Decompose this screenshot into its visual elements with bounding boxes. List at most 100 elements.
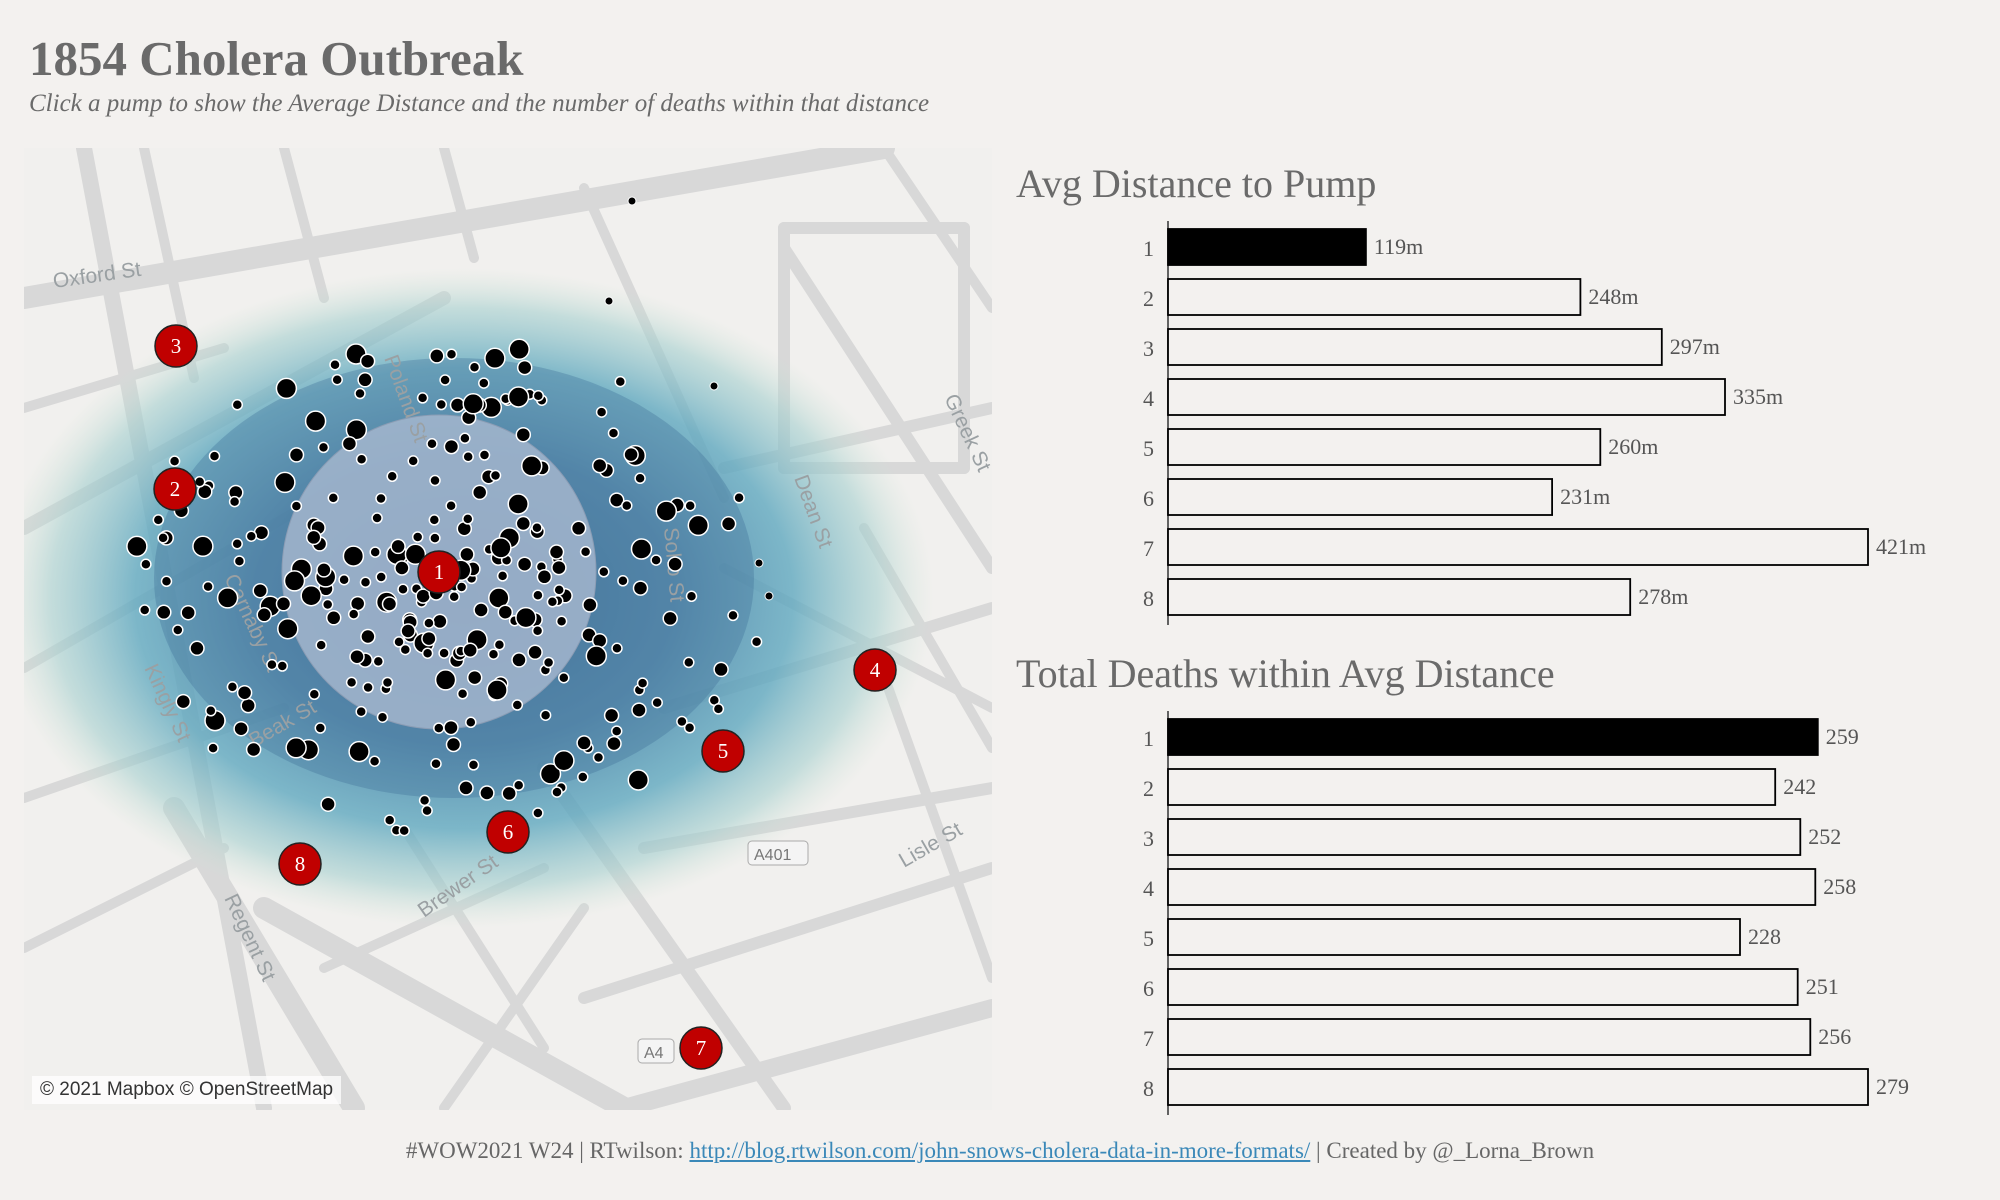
bar-value-label: 279: [1876, 1074, 1909, 1099]
death-marker: [355, 705, 367, 718]
death-marker: [473, 602, 489, 618]
death-marker: [276, 660, 289, 672]
death-marker: [576, 735, 592, 751]
death-marker: [555, 615, 568, 628]
death-marker: [455, 581, 468, 593]
pump-label: 6: [503, 820, 514, 844]
category-label: 1: [1143, 726, 1154, 751]
death-marker: [423, 617, 435, 629]
pump-marker-5[interactable]: 5: [701, 729, 745, 773]
death-marker: [345, 418, 368, 441]
bar-pump-8[interactable]: [1167, 578, 1632, 616]
bar-pump-2[interactable]: [1167, 278, 1582, 316]
death-marker: [733, 492, 745, 504]
bar-pump-6[interactable]: [1167, 968, 1799, 1006]
death-marker: [632, 580, 649, 596]
pump-label: 2: [170, 477, 181, 501]
bar-pump-4[interactable]: [1167, 378, 1726, 416]
category-label: 3: [1143, 336, 1154, 361]
bar-pump-3[interactable]: [1167, 328, 1663, 366]
death-marker: [321, 598, 334, 611]
death-marker: [342, 545, 365, 567]
pump-marker-6[interactable]: 6: [486, 810, 530, 854]
cholera-map[interactable]: Oxford St Poland St Greek St Dean St Soho St…: [24, 148, 992, 1110]
death-marker: [381, 676, 394, 689]
bar-pump-1[interactable]: [1167, 228, 1367, 266]
bar-pump-7[interactable]: [1167, 1018, 1812, 1056]
death-marker: [399, 643, 412, 656]
death-marker: [348, 740, 370, 763]
death-marker: [368, 755, 381, 767]
death-marker: [621, 499, 633, 512]
death-marker: [611, 642, 623, 655]
death-marker: [233, 555, 246, 567]
death-marker: [404, 543, 427, 566]
death-marker: [435, 398, 448, 411]
death-marker: [288, 447, 305, 463]
bar-pump-4[interactable]: [1167, 868, 1817, 906]
death-marker: [520, 455, 543, 477]
death-marker: [548, 544, 565, 560]
road-shield: [637, 1038, 675, 1064]
pump-marker-3[interactable]: 3: [154, 324, 198, 368]
bar-value-label: 228: [1748, 924, 1781, 949]
death-marker: [216, 587, 239, 609]
bar-pump-3[interactable]: [1167, 818, 1802, 856]
death-marker: [687, 514, 710, 537]
bar-pump-5[interactable]: [1167, 918, 1741, 956]
death-marker: [371, 512, 383, 524]
bar-pump-6[interactable]: [1167, 478, 1554, 516]
death-marker: [245, 530, 258, 542]
bar-value-label: 242: [1783, 774, 1816, 799]
bar-pump-7[interactable]: [1167, 528, 1869, 566]
death-marker: [160, 575, 173, 588]
death-marker: [418, 794, 431, 807]
pump-label: 4: [870, 658, 881, 682]
death-marker: [317, 441, 330, 454]
death-marker: [245, 741, 262, 758]
pump-icon: [679, 1026, 723, 1070]
death-marker: [316, 562, 332, 578]
category-label: 5: [1143, 436, 1154, 461]
bar-pump-5[interactable]: [1167, 428, 1602, 466]
death-marker: [228, 495, 241, 508]
category-label: 4: [1143, 876, 1154, 901]
pump-marker-4[interactable]: 4: [853, 648, 897, 692]
death-marker: [667, 556, 683, 572]
death-marker: [465, 716, 477, 729]
death-marker: [507, 493, 529, 515]
death-marker: [603, 707, 620, 724]
death-marker: [398, 824, 410, 837]
bar-value-label: 278m: [1638, 584, 1688, 609]
footer-link[interactable]: http://blog.rtwilson.com/john-snows-chol…: [689, 1138, 1311, 1163]
death-marker: [386, 470, 398, 483]
death-marker: [189, 640, 205, 657]
death-marker: [275, 596, 292, 612]
death-marker: [381, 596, 398, 612]
death-marker: [208, 450, 221, 462]
death-marker: [375, 571, 387, 583]
death-marker: [304, 410, 327, 432]
bar-value-label: 231m: [1560, 484, 1610, 509]
bar-pump-8[interactable]: [1167, 1068, 1869, 1106]
bar-pump-1[interactable]: [1167, 718, 1819, 756]
death-marker: [407, 455, 419, 467]
death-marker: [349, 648, 365, 665]
death-marker: [614, 375, 627, 388]
pump-marker-1[interactable]: 1: [417, 550, 461, 594]
death-marker: [390, 538, 406, 555]
pump-marker-7[interactable]: 7: [679, 1026, 723, 1070]
death-marker: [516, 359, 533, 376]
death-marker: [713, 661, 729, 678]
pump-marker-8[interactable]: 8: [278, 842, 322, 886]
death-marker: [484, 347, 506, 370]
pump-marker-2[interactable]: 2: [153, 467, 197, 511]
death-marker: [383, 814, 396, 826]
street-label-a4: A4: [644, 1045, 664, 1062]
death-marker: [231, 399, 244, 411]
death-marker: [539, 709, 552, 721]
death-marker: [397, 583, 409, 595]
death-marker: [585, 645, 608, 667]
bar-pump-2[interactable]: [1167, 768, 1777, 806]
